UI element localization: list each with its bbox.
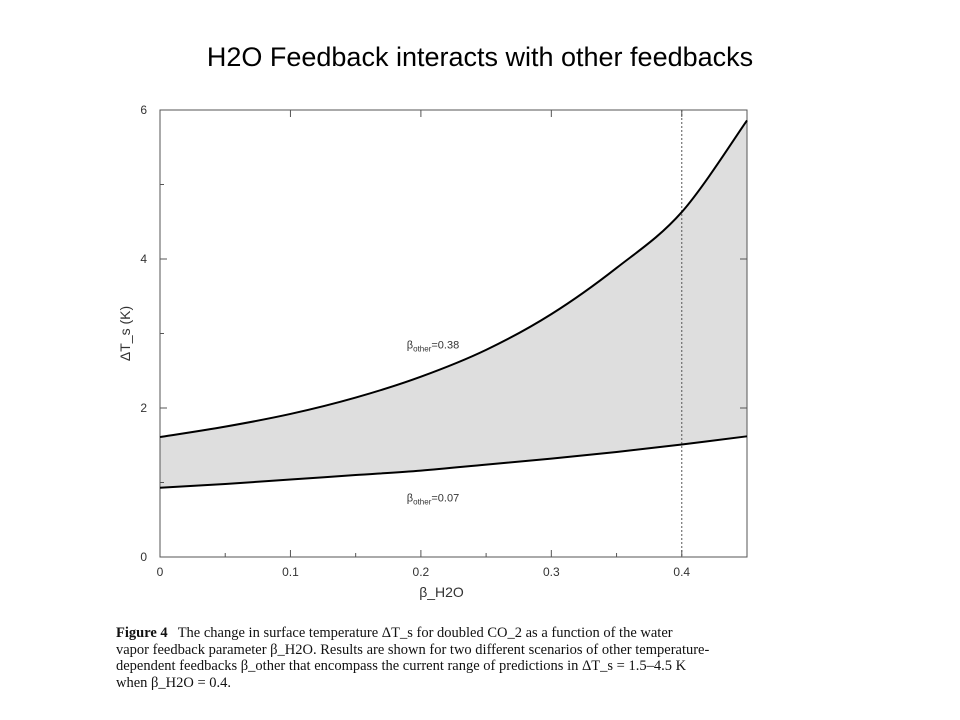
shaded-band-layer: [160, 120, 747, 488]
axes-layer: [159, 109, 748, 558]
annotation-value: =0.07: [431, 492, 459, 504]
annotation-beta: β: [407, 492, 413, 504]
annotation-subscript: other: [413, 497, 432, 506]
x-tick-label-0.4: 0.4: [673, 565, 690, 579]
curve-beta-other-0.07: [159, 435, 748, 489]
x-tick-label-0.3: 0.3: [543, 565, 560, 579]
y-tick-label-6: 6: [140, 103, 147, 117]
annotation-subscript: other: [413, 345, 432, 354]
caption-line-2: vapor feedback parameter β_H2O. Results …: [116, 641, 710, 658]
caption-line-1: Figure 4 The change in surface temperatur…: [116, 625, 766, 642]
curve-layer: [159, 119, 748, 489]
curve-annotation-1: βother=0.07: [407, 492, 459, 506]
annotation-beta: β: [407, 340, 413, 352]
shaded-band: [160, 120, 747, 488]
caption-text-1: The change in surface temperature ΔT_s f…: [177, 625, 673, 641]
caption-line-3: dependent feedbacks β_other that encompa…: [116, 658, 687, 674]
slide-title: H2O Feedback interacts with other feedba…: [206, 42, 754, 72]
curve-beta-other-0.38: [159, 119, 748, 439]
y-tick-label-2: 2: [140, 401, 147, 415]
x-tick-label-0.1: 0.1: [282, 565, 299, 579]
curve-annotation-0: βother=0.38: [407, 340, 459, 354]
x-tick-label-0.2: 0.2: [413, 565, 430, 579]
y-tick-label-0: 0: [140, 550, 147, 564]
x-axis-label: β_H2O: [419, 584, 464, 600]
caption-line-4: when β_H2O = 0.4.: [116, 674, 232, 691]
figure-caption: Figure 4 The change in surface temperatur…: [116, 625, 766, 691]
y-tick-label-4: 4: [140, 252, 147, 266]
annotation-value: =0.38: [431, 340, 459, 352]
y-axis-label: ΔT_s (K): [117, 306, 133, 361]
caption-figure-label: Figure 4: [116, 625, 168, 641]
x-tick-label-0: 0: [157, 565, 164, 579]
